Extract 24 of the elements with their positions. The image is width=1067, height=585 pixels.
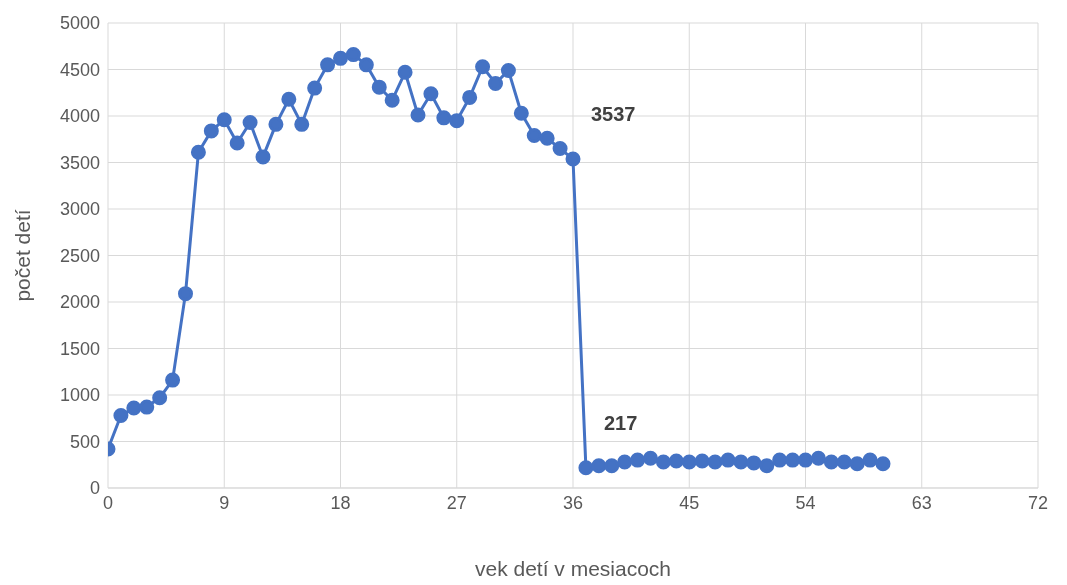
x-tick-label: 27 bbox=[446, 492, 467, 513]
y-tick-label: 500 bbox=[69, 431, 100, 452]
y-axis-title: počet detí bbox=[11, 209, 35, 302]
x-tick-label: 72 bbox=[1027, 492, 1049, 513]
y-tick-label: 5000 bbox=[59, 13, 100, 34]
x-tick-label: 18 bbox=[330, 492, 351, 513]
y-tick-label: 3500 bbox=[59, 152, 100, 173]
y-tick-label: 4000 bbox=[59, 106, 100, 127]
y-tick-label: 1500 bbox=[59, 338, 100, 359]
x-tick-label: 63 bbox=[911, 492, 932, 513]
y-tick-label: 0 bbox=[89, 478, 100, 499]
y-tick-label: 2500 bbox=[59, 245, 100, 266]
data-label: 217 bbox=[603, 411, 638, 434]
y-tick-label: 1000 bbox=[59, 385, 100, 406]
y-tick-label: 4500 bbox=[59, 59, 100, 80]
x-tick-label: 54 bbox=[795, 492, 816, 513]
y-tick-label: 3000 bbox=[59, 199, 100, 220]
x-tick-label: 36 bbox=[562, 492, 584, 513]
y-tick-label: 2000 bbox=[59, 292, 100, 313]
x-tick-label: 45 bbox=[679, 492, 700, 513]
x-tick-label: 0 bbox=[102, 492, 114, 513]
x-tick-label: 9 bbox=[219, 492, 230, 513]
x-axis-title: vek detí v mesiacoch bbox=[474, 557, 672, 580]
data-label: 3537 bbox=[591, 103, 636, 126]
